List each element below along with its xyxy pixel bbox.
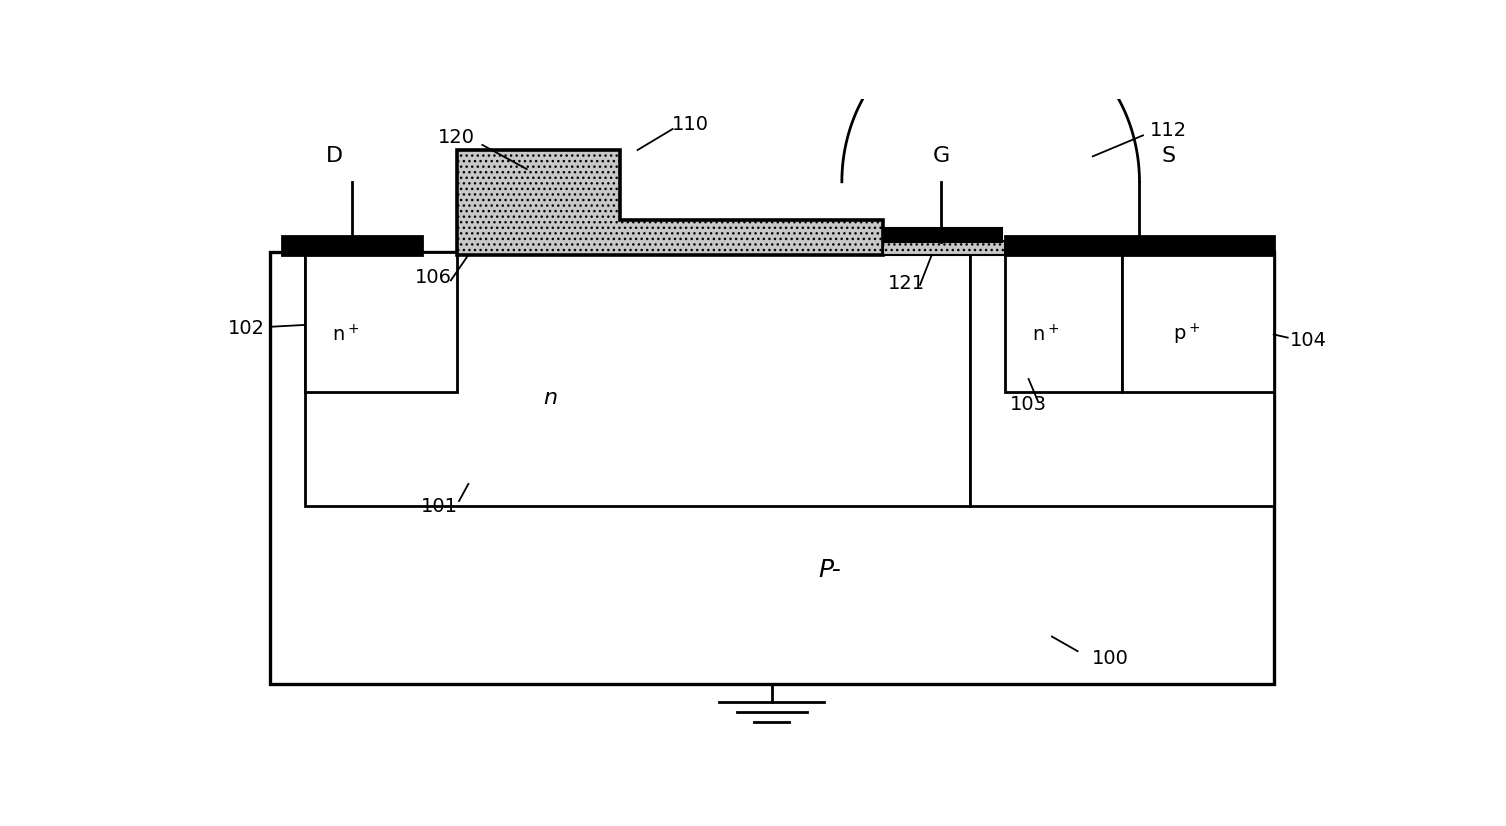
Text: 104: 104 — [1291, 331, 1327, 350]
Text: n: n — [544, 388, 557, 408]
Text: 112: 112 — [1151, 121, 1187, 140]
Text: 106: 106 — [414, 268, 452, 287]
Text: 110: 110 — [672, 115, 709, 134]
Bar — [304, 252, 970, 506]
Text: 102: 102 — [227, 319, 265, 338]
Text: S: S — [1161, 146, 1176, 166]
Bar — [1122, 252, 1274, 392]
Bar — [304, 252, 456, 392]
Bar — [270, 252, 1274, 684]
Bar — [970, 252, 1274, 506]
Text: 103: 103 — [1011, 395, 1047, 414]
Text: p$^+$: p$^+$ — [1173, 322, 1200, 347]
Polygon shape — [456, 150, 883, 255]
Bar — [1006, 252, 1122, 392]
Bar — [1006, 236, 1274, 255]
Text: D: D — [325, 146, 343, 166]
Bar — [883, 241, 1006, 255]
Text: 120: 120 — [438, 128, 476, 147]
Text: 101: 101 — [420, 496, 458, 515]
Text: 100: 100 — [1092, 649, 1128, 668]
Text: 121: 121 — [887, 274, 925, 293]
Bar — [282, 236, 422, 255]
Text: n$^+$: n$^+$ — [333, 324, 360, 345]
Bar — [886, 228, 1001, 242]
Text: n$^+$: n$^+$ — [1033, 324, 1060, 345]
Text: P-: P- — [819, 558, 842, 582]
Text: G: G — [932, 146, 950, 166]
